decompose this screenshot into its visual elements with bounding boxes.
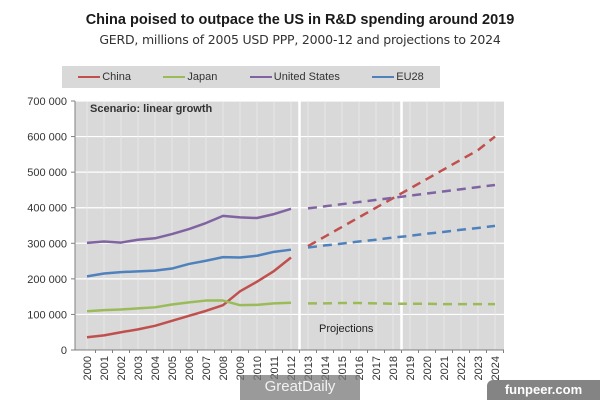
y-tick-label: 700 000 xyxy=(27,96,67,108)
x-tick-label: 2022 xyxy=(456,356,468,380)
series-line-china-projection xyxy=(307,135,496,248)
chart-subtitle: GERD, millions of 2005 USD PPP, 2000-12 … xyxy=(99,32,501,47)
x-tick-label: 2014 xyxy=(320,356,332,380)
projection-separators xyxy=(298,101,403,350)
x-tick-label: 2023 xyxy=(473,356,485,380)
x-tick-label: 2011 xyxy=(269,356,281,380)
x-tick-label: 2018 xyxy=(388,356,400,380)
x-tick-label: 2019 xyxy=(405,356,417,380)
series-line-japan-projection xyxy=(308,301,495,306)
x-tick-label: 2003 xyxy=(133,356,145,380)
x-tick-label: 2000 xyxy=(82,356,94,380)
legend-swatch-japan xyxy=(163,76,186,78)
x-tick-label: 2017 xyxy=(371,356,383,380)
series-line-eu28-projection xyxy=(307,224,496,249)
y-tick-label: 400 000 xyxy=(27,203,67,215)
legend-label-china: China xyxy=(102,71,131,83)
legend-item-japan: Japan xyxy=(163,71,217,83)
x-tick-label: 2008 xyxy=(218,356,230,380)
x-tick-label: 2006 xyxy=(184,356,196,380)
watermark-greatdaily: GreatDaily xyxy=(240,375,360,400)
series-line-china-historical xyxy=(86,256,292,339)
x-tick-label: 2012 xyxy=(286,356,298,380)
y-tick-label: 300 000 xyxy=(27,238,67,250)
x-tick-label: 2020 xyxy=(422,356,434,380)
x-axis: 2000 2001 2002 2003 2004 2005 2006 2007 2008 2009… xyxy=(75,349,504,380)
x-tick-label: 2024 xyxy=(490,356,502,380)
series-lines xyxy=(86,135,496,339)
y-tick-label: 100 000 xyxy=(27,309,67,321)
series-line-japan-historical xyxy=(86,299,292,313)
x-tick-label: 2002 xyxy=(116,356,128,380)
y-axis: 0 100 000 200 000 300 000 400 000 500 000 600 … xyxy=(27,96,76,357)
legend-swatch-united-states xyxy=(249,76,272,78)
x-tick-label: 2016 xyxy=(354,356,366,380)
x-tick-label: 2005 xyxy=(167,356,179,380)
series-line-united-states-historical xyxy=(86,207,292,245)
plot-background xyxy=(75,101,504,350)
x-tick-label: 2001 xyxy=(99,356,111,380)
legend-item-china: China xyxy=(78,71,131,83)
x-tick-label: 2007 xyxy=(201,356,213,380)
y-tick-label: 0 xyxy=(61,345,67,357)
legend-swatch-eu28 xyxy=(372,76,395,78)
series-line-united-states-projection xyxy=(307,183,496,210)
x-tick-label: 2013 xyxy=(303,356,315,380)
legend-label-japan: Japan xyxy=(187,71,218,83)
x-tick-label: 2004 xyxy=(150,356,162,380)
legend-label-united-states: United States xyxy=(273,71,340,83)
scenario-annotation: Scenario: linear growth xyxy=(90,103,213,115)
y-tick-label: 600 000 xyxy=(27,132,67,144)
x-tick-label: 2009 xyxy=(235,356,247,380)
legend: China Japan United States EU28 xyxy=(62,66,440,88)
series-line-eu28-historical xyxy=(86,248,292,278)
chart-title: China poised to outpace the US in R&D sp… xyxy=(85,12,515,28)
projections-annotation: Projections xyxy=(319,323,374,335)
x-tick-label: 2015 xyxy=(337,356,349,380)
y-tick-label: 200 000 xyxy=(27,274,67,286)
legend-swatch-china xyxy=(78,76,101,78)
y-tick-label: 500 000 xyxy=(27,167,67,179)
x-tick-label: 2021 xyxy=(439,356,451,380)
legend-item-eu28: EU28 xyxy=(372,71,424,83)
legend-label-eu28: EU28 xyxy=(396,71,424,83)
legend-item-united-states: United States xyxy=(249,71,340,83)
x-tick-label: 2010 xyxy=(252,356,264,380)
watermark-funpeer: funpeer.com xyxy=(487,380,600,400)
